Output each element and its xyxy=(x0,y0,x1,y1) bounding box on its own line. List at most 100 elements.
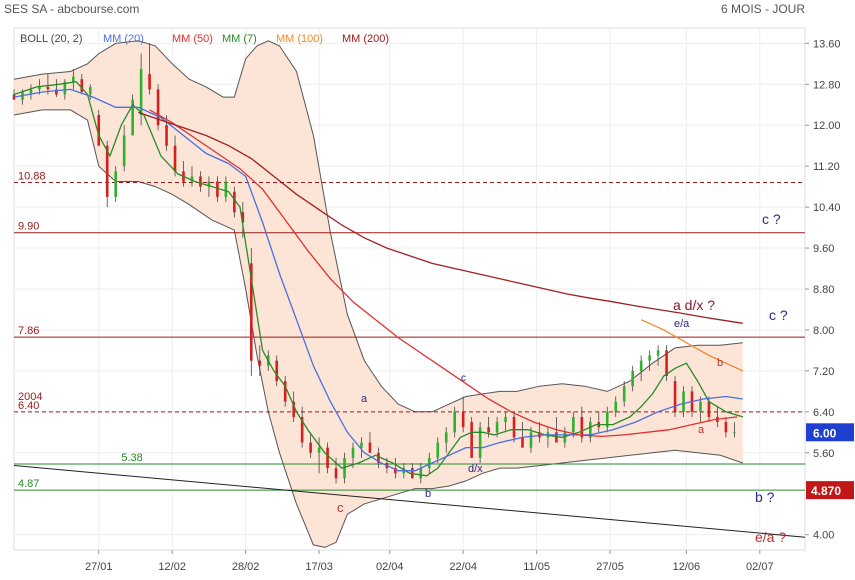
series-line-mm-200- xyxy=(138,111,743,324)
y-tick-label: 13.60 xyxy=(813,38,841,50)
candle-body xyxy=(614,401,618,412)
candle-body xyxy=(80,79,84,92)
x-tick-label: 17/03 xyxy=(305,561,333,573)
candle-body xyxy=(97,115,101,146)
candle-body xyxy=(504,416,507,423)
x-tick-label: 02/04 xyxy=(376,561,404,573)
y-tick-label: 7.20 xyxy=(813,366,834,378)
candle-body xyxy=(461,411,465,428)
level-label: 6.40 xyxy=(18,400,39,412)
candle-body xyxy=(622,386,626,402)
wave-annotation: b xyxy=(717,357,723,369)
header-right-title: 6 MOIS - JOUR xyxy=(720,2,805,16)
y-tick-label: 8.80 xyxy=(813,284,834,296)
candle-body xyxy=(631,370,634,387)
y-tick-label: 5.60 xyxy=(813,448,834,460)
candle-body xyxy=(292,401,295,417)
support-price-box xyxy=(806,481,854,500)
candle-body xyxy=(589,422,592,438)
x-tick-label: 12/02 xyxy=(158,561,186,573)
candle-body xyxy=(377,452,380,463)
candle-body xyxy=(250,263,253,361)
legend-entry: MM (100) xyxy=(276,33,323,45)
candle-body xyxy=(309,442,312,453)
candle-body xyxy=(733,432,736,434)
candle-body xyxy=(199,176,202,187)
x-tick-label: 27/05 xyxy=(596,561,624,573)
legend-entry: MM (200) xyxy=(342,33,389,45)
candle-body xyxy=(190,176,194,182)
candle-body xyxy=(88,86,92,95)
wave-annotation: b ? xyxy=(755,489,775,505)
legend-entry: MM (20) xyxy=(103,33,144,45)
candle-body xyxy=(563,432,567,443)
candle-body xyxy=(29,89,33,95)
level-label: 5.38 xyxy=(121,452,142,464)
bollinger-lower-line xyxy=(13,109,743,548)
y-tick-label: 9.60 xyxy=(813,243,834,255)
last-price-box xyxy=(806,423,854,442)
series-line-mm-50- xyxy=(149,109,738,438)
wave-annotation: e/a xyxy=(674,318,690,330)
wave-annotation: c ? xyxy=(762,211,781,227)
candle-body xyxy=(605,411,609,428)
last-price-label: 6.00 xyxy=(813,426,837,440)
level-label: 7.86 xyxy=(18,325,39,337)
header-left-title: SES SA - abcbourse.com xyxy=(4,2,140,16)
candle-body xyxy=(572,416,575,433)
level-label: 4.87 xyxy=(18,478,39,490)
candle-body xyxy=(656,350,660,356)
candle-body xyxy=(233,191,236,213)
legend-entry: MM (7) xyxy=(222,33,257,45)
candle-body xyxy=(114,171,117,197)
x-tick-label: 28/02 xyxy=(232,561,260,573)
candle-body xyxy=(326,447,329,469)
candle-body xyxy=(317,447,321,453)
candle-body xyxy=(131,99,134,136)
legend-entry: BOLL (20, 2) xyxy=(20,33,83,45)
candle-body xyxy=(699,401,702,412)
support-price-label: 4.870 xyxy=(811,484,841,498)
candle-body xyxy=(580,416,584,438)
y-tick-label: 6.40 xyxy=(813,407,834,419)
series-line-mm-100- xyxy=(640,319,744,372)
x-tick-label: 12/06 xyxy=(673,561,701,573)
candle-body xyxy=(343,457,346,479)
y-tick-label: 8.00 xyxy=(813,325,834,337)
candle-body xyxy=(360,442,363,448)
candle-body xyxy=(173,145,177,172)
candle-body xyxy=(639,360,643,371)
candle-body xyxy=(665,350,668,376)
wave-annotation: c ? xyxy=(769,307,788,323)
bollinger-band-fill xyxy=(14,40,743,548)
candle-body xyxy=(105,145,109,197)
wave-annotation: a xyxy=(698,424,705,436)
y-tick-label: 11.20 xyxy=(813,161,840,173)
x-tick-label: 02/07 xyxy=(746,561,774,573)
y-tick-label: 4.00 xyxy=(813,530,834,542)
x-tick-label: 11/05 xyxy=(523,561,550,573)
candle-body xyxy=(216,181,219,197)
x-tick-label: 22/04 xyxy=(449,561,477,573)
candle-body xyxy=(495,422,499,433)
candle-body xyxy=(682,391,685,412)
candle-body xyxy=(63,81,67,95)
series-line-mm-7- xyxy=(13,81,743,477)
candle-body xyxy=(707,401,711,417)
candle-body xyxy=(436,442,440,458)
series-line-mm-20- xyxy=(13,88,743,472)
level-label-2004: 2004 xyxy=(18,391,42,403)
candle-body xyxy=(207,181,211,187)
candle-body xyxy=(521,437,524,448)
candle-body xyxy=(334,468,338,479)
wave-annotation: c xyxy=(337,500,344,515)
candle-body xyxy=(529,432,533,448)
candle-body xyxy=(512,416,516,438)
wave-annotation: d/x xyxy=(468,463,483,475)
candle-body xyxy=(224,181,228,197)
y-tick-label: 10.40 xyxy=(813,202,841,214)
candle-body xyxy=(419,468,423,479)
candle-body xyxy=(241,212,245,223)
